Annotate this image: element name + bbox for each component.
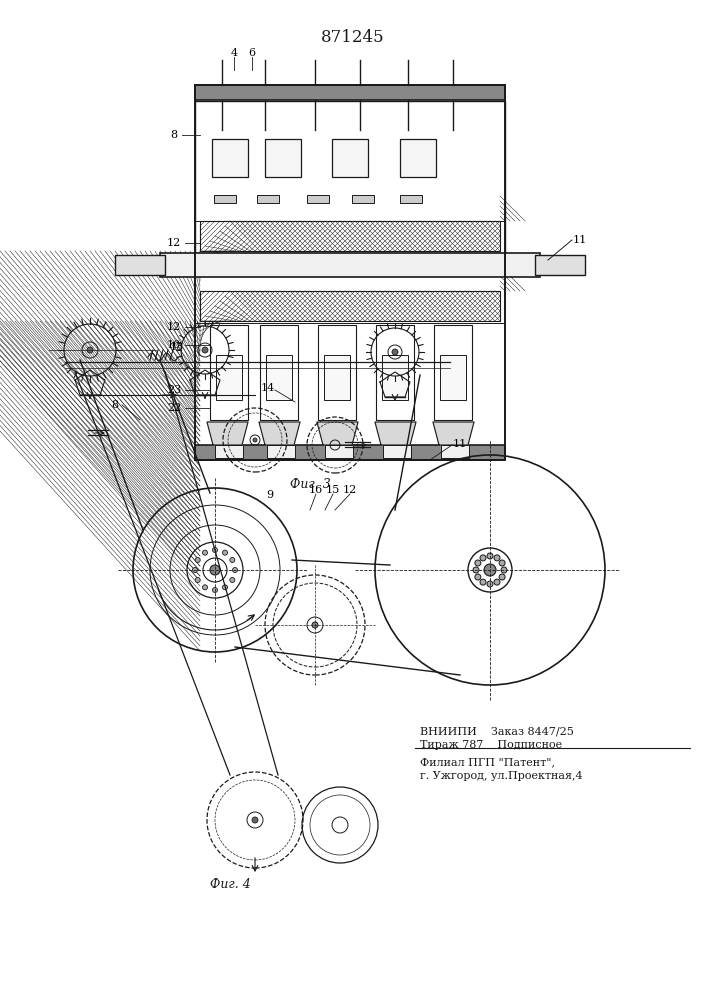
Bar: [267, 445, 295, 458]
Bar: [318, 325, 356, 420]
Bar: [307, 195, 329, 203]
Bar: [400, 139, 436, 177]
Bar: [352, 195, 374, 203]
Circle shape: [233, 568, 238, 572]
Polygon shape: [207, 422, 248, 445]
Bar: [535, 255, 585, 275]
Text: Тираж 787    Подписное: Тираж 787 Подписное: [420, 740, 562, 750]
Text: 10: 10: [167, 340, 181, 350]
Text: 22: 22: [167, 403, 181, 413]
Bar: [115, 255, 165, 275]
Bar: [212, 139, 248, 177]
Circle shape: [213, 587, 218, 592]
Bar: [382, 355, 408, 400]
Text: 8: 8: [170, 130, 177, 140]
Circle shape: [230, 558, 235, 562]
Bar: [195, 85, 505, 460]
Text: 23: 23: [167, 385, 181, 395]
Circle shape: [252, 817, 258, 823]
Circle shape: [501, 567, 507, 573]
Polygon shape: [259, 422, 300, 445]
Circle shape: [480, 579, 486, 585]
Bar: [376, 325, 414, 420]
Circle shape: [499, 574, 505, 580]
Text: 12: 12: [343, 485, 357, 495]
Bar: [195, 445, 505, 460]
Circle shape: [312, 622, 318, 628]
Circle shape: [494, 579, 500, 585]
Polygon shape: [317, 422, 358, 445]
Bar: [266, 355, 292, 400]
Text: 13: 13: [170, 342, 184, 352]
Circle shape: [202, 347, 208, 353]
Text: 9: 9: [267, 490, 274, 500]
Bar: [195, 101, 505, 253]
Bar: [160, 253, 540, 277]
Bar: [400, 195, 422, 203]
Bar: [200, 291, 500, 321]
Text: 14: 14: [261, 383, 275, 393]
Circle shape: [475, 560, 481, 566]
Bar: [325, 445, 353, 458]
Circle shape: [473, 567, 479, 573]
Bar: [200, 221, 500, 251]
Circle shape: [202, 585, 207, 590]
Circle shape: [253, 438, 257, 442]
Bar: [214, 195, 236, 203]
Circle shape: [87, 347, 93, 353]
Circle shape: [230, 578, 235, 582]
Circle shape: [195, 578, 200, 582]
Text: 12: 12: [167, 238, 181, 248]
Circle shape: [223, 550, 228, 555]
Text: г. Ужгород, ул.Проектная,4: г. Ужгород, ул.Проектная,4: [420, 771, 583, 781]
Circle shape: [494, 555, 500, 561]
Bar: [324, 355, 350, 400]
Circle shape: [223, 585, 228, 590]
Circle shape: [195, 558, 200, 562]
Bar: [440, 355, 466, 400]
Bar: [383, 445, 411, 458]
Text: 6: 6: [248, 48, 255, 58]
Text: 8: 8: [112, 400, 119, 410]
Bar: [265, 139, 301, 177]
Bar: [195, 85, 505, 100]
Circle shape: [392, 349, 398, 355]
Text: 11: 11: [453, 439, 467, 449]
Bar: [260, 325, 298, 420]
Text: ВНИИПИ    Заказ 8447/25: ВНИИПИ Заказ 8447/25: [420, 727, 574, 737]
Text: 15: 15: [326, 485, 340, 495]
Circle shape: [487, 581, 493, 587]
Circle shape: [487, 553, 493, 559]
Circle shape: [202, 550, 207, 555]
Circle shape: [475, 574, 481, 580]
Bar: [215, 445, 243, 458]
Text: 16: 16: [309, 485, 323, 495]
Polygon shape: [433, 422, 474, 445]
Circle shape: [484, 564, 496, 576]
Bar: [216, 355, 242, 400]
Text: Фиг. 3: Фиг. 3: [290, 479, 330, 491]
Polygon shape: [375, 422, 416, 445]
Circle shape: [192, 568, 197, 572]
Text: Филиал ПГП "Патент",: Филиал ПГП "Патент",: [420, 757, 555, 767]
Bar: [210, 325, 248, 420]
Bar: [434, 325, 472, 420]
Text: 12: 12: [167, 322, 181, 332]
Text: Фиг. 4: Фиг. 4: [209, 879, 250, 892]
Bar: [441, 445, 469, 458]
Bar: [257, 195, 279, 203]
Circle shape: [499, 560, 505, 566]
Bar: [332, 139, 368, 177]
Circle shape: [480, 555, 486, 561]
Text: 871245: 871245: [321, 28, 385, 45]
Text: 4: 4: [230, 48, 238, 58]
Text: 11: 11: [573, 235, 587, 245]
Circle shape: [210, 565, 220, 575]
Circle shape: [213, 548, 218, 552]
